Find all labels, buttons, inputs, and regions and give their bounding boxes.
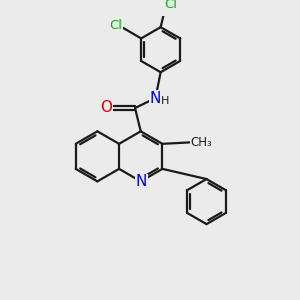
Text: Cl: Cl — [109, 19, 122, 32]
Text: H: H — [161, 97, 170, 106]
Text: Cl: Cl — [164, 0, 177, 11]
Text: N: N — [150, 91, 161, 106]
Text: N: N — [136, 175, 147, 190]
Text: CH₃: CH₃ — [190, 136, 212, 149]
Text: O: O — [100, 100, 112, 115]
